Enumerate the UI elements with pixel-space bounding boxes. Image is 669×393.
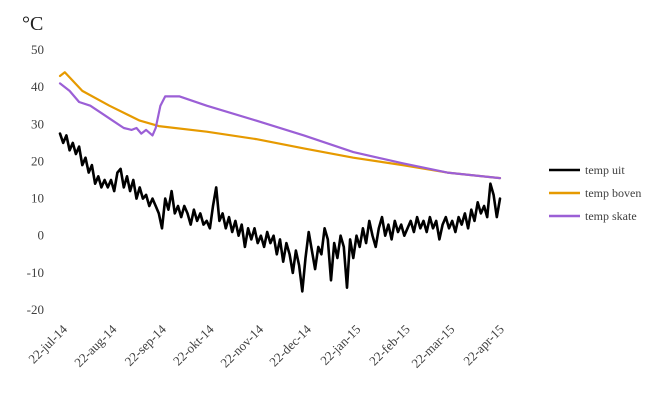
series-lines — [58, 71, 502, 293]
y-tick-label: 40 — [31, 79, 44, 94]
legend: temp uit temp boven temp skate — [549, 163, 641, 223]
legend-label: temp skate — [585, 209, 637, 223]
x-tick-label: 22-sep-14 — [122, 321, 170, 369]
x-tick-label: 22-dec-14 — [266, 321, 314, 369]
x-axis-ticks: 22-jul-14 22-aug-14 22-sep-14 22-okt-14 22-n… — [25, 321, 507, 371]
series-line-temp-skate — [58, 82, 502, 180]
y-tick-label: 50 — [31, 42, 44, 57]
x-tick-label: 22-mar-15 — [408, 322, 457, 371]
y-tick-label: 10 — [31, 191, 44, 206]
x-tick-label: 22-aug-14 — [71, 321, 120, 370]
y-tick-label: -20 — [27, 302, 44, 317]
x-tick-label: 22-feb-15 — [366, 322, 413, 369]
x-tick-label: 22-apr-15 — [460, 322, 507, 369]
y-tick-label: 30 — [31, 116, 44, 131]
y-tick-label: 0 — [38, 228, 45, 243]
legend-label: temp boven — [585, 186, 641, 200]
y-tick-label: -10 — [27, 265, 44, 280]
legend-label: temp uit — [585, 163, 625, 177]
y-tick-label: 20 — [31, 153, 44, 168]
series-line-temp-boven — [58, 71, 502, 180]
x-tick-label: 22-okt-14 — [170, 321, 217, 368]
series-line-temp-uit — [58, 132, 502, 293]
y-axis-unit-label: °C — [22, 13, 43, 35]
x-tick-label: 22-nov-14 — [217, 321, 266, 370]
y-axis-ticks: 50 40 30 20 10 0 -10 -20 — [27, 42, 44, 317]
x-tick-label: 22-jul-14 — [25, 321, 70, 366]
x-tick-label: 22-jan-15 — [317, 322, 363, 368]
